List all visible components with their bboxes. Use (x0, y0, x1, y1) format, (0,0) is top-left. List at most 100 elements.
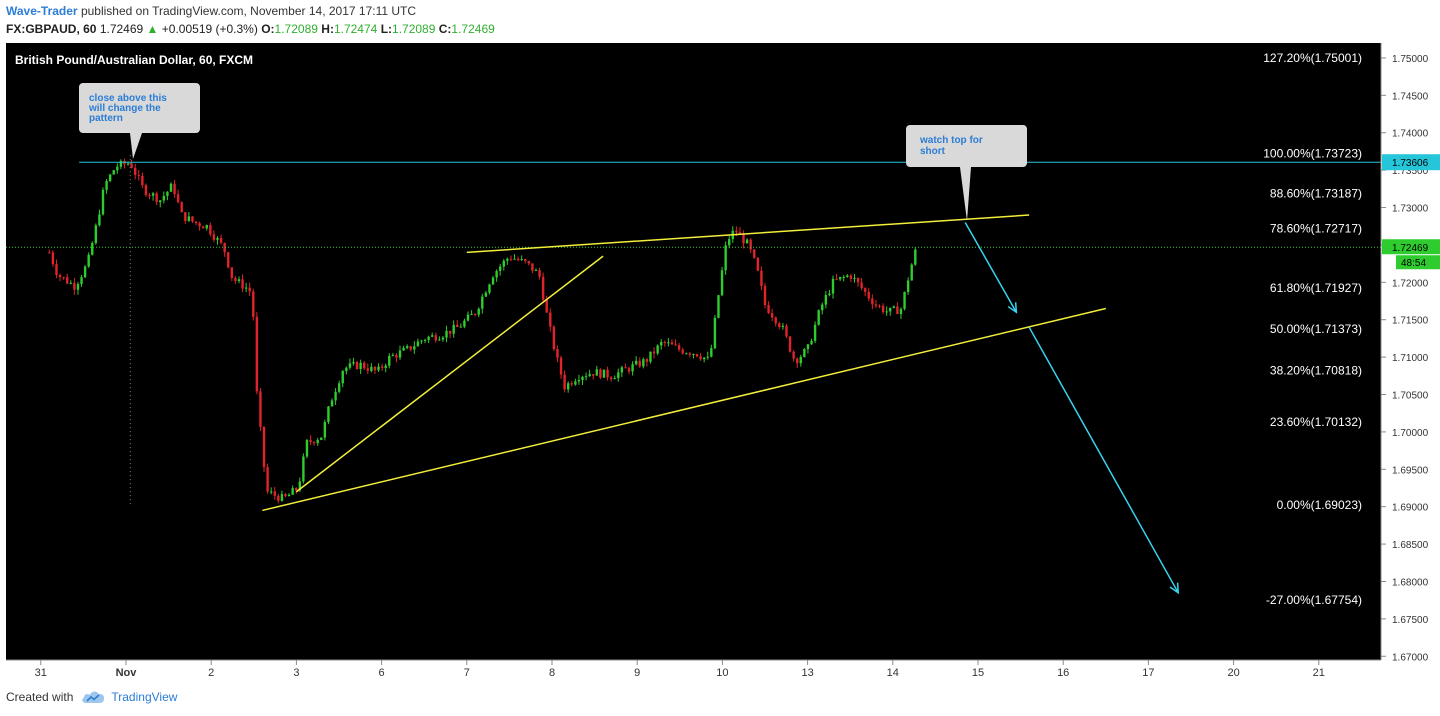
candle-body (688, 353, 692, 355)
candle-body (341, 371, 344, 384)
candle-body (180, 202, 183, 213)
candle-body (302, 456, 305, 482)
candle-body (763, 285, 767, 306)
candle-body (527, 261, 531, 264)
candle-body (592, 374, 595, 376)
candle-body (595, 369, 599, 376)
author-link[interactable]: Wave-Trader (6, 4, 78, 18)
price-tick-label: 1.71500 (1392, 316, 1429, 327)
candle-body (488, 284, 491, 293)
plot-area[interactable] (6, 43, 1381, 660)
up-triangle-icon: ▲ (146, 22, 159, 36)
candle-body (173, 183, 176, 195)
candle-body (456, 324, 459, 328)
low-value: 1.72089 (392, 22, 436, 36)
candle-body (735, 230, 738, 233)
candle-body (828, 293, 831, 295)
candle-body (295, 488, 298, 491)
callout-bubble-short (906, 125, 1027, 221)
candle-body (699, 356, 702, 360)
candle-body (73, 282, 76, 290)
candle-body (685, 353, 688, 355)
candle-body (345, 367, 348, 372)
candle-body (48, 252, 51, 254)
candle-body (531, 263, 534, 271)
time-axis[interactable] (6, 660, 1381, 686)
candle-body (112, 170, 115, 175)
candle-body (370, 366, 373, 371)
candle-body (824, 294, 828, 305)
short-arrow-2-shaft (1028, 326, 1179, 594)
price-tick-label: 1.68500 (1392, 540, 1429, 551)
candle-body (885, 311, 888, 313)
close-value: 1.72469 (451, 22, 495, 36)
candle-body (656, 345, 659, 354)
candle-body (309, 439, 312, 442)
candle-body (692, 354, 695, 356)
callout-short-text: short (920, 146, 946, 157)
candle-body (642, 359, 645, 367)
candle-body (477, 308, 480, 315)
candle-body (588, 374, 591, 377)
candle-body (677, 345, 681, 350)
candle-body (846, 275, 849, 277)
candle-body (702, 357, 706, 360)
fib-label: 38.20%(1.70818) (1270, 364, 1362, 378)
candle-body (878, 305, 881, 307)
candle-body (581, 376, 584, 380)
candle-body (452, 324, 455, 334)
tradingview-link[interactable]: TradingView (111, 690, 178, 704)
candle-body (538, 269, 541, 277)
price-tick-label: 1.69000 (1392, 503, 1429, 514)
candle-body (627, 368, 631, 372)
time-tick-label: Nov (116, 667, 138, 679)
candle-body (445, 330, 448, 338)
candle-body (434, 335, 437, 341)
candle-body (799, 356, 802, 364)
price-tick-label: 1.67500 (1392, 615, 1429, 626)
created-with-label: Created with (6, 690, 74, 704)
candle-body (423, 339, 427, 341)
candle-body (241, 279, 244, 289)
candle-body (212, 234, 216, 240)
candle-body (323, 422, 327, 438)
price-tick-label: 1.74500 (1392, 91, 1429, 102)
candle-body (194, 221, 198, 224)
open-label: O: (261, 22, 275, 36)
symbol-label: FX:GBPAUD, 60 (6, 22, 97, 36)
candle-body (348, 363, 352, 368)
candle-body (248, 287, 251, 292)
candle-body (899, 308, 903, 314)
candle-body (58, 275, 62, 278)
high-value: 1.72474 (333, 22, 378, 36)
fib-label: 127.20%(1.75001) (1263, 51, 1362, 65)
time-tick-label: 16 (1057, 667, 1069, 679)
callout-short-text: watch top for (919, 135, 983, 146)
price-chart[interactable]: 127.20%(1.75001) 100.00%(1.73723) 88.60%(1… (6, 43, 1440, 686)
short-arrow-2-head (1169, 582, 1180, 595)
candle-body (681, 349, 684, 354)
candle-body (545, 299, 548, 313)
candle-body (98, 214, 101, 226)
candle-body (459, 326, 463, 328)
candle-body (649, 351, 652, 362)
price-axis[interactable] (1381, 43, 1440, 660)
candle-body (541, 276, 545, 300)
candle-body (821, 304, 824, 311)
candle-body (148, 195, 151, 197)
candle-body (391, 354, 395, 356)
candle-body (388, 355, 391, 366)
candle-body (903, 291, 906, 309)
candle-body (710, 348, 713, 357)
candle-body (767, 305, 770, 314)
publish-header: Wave-Trader published on TradingView.com… (6, 4, 416, 18)
candle-body (695, 354, 699, 357)
candle-body (377, 366, 380, 371)
candle-body (334, 391, 337, 401)
candle-body (69, 282, 72, 284)
candle-body (116, 166, 119, 171)
short-arrow-1-shaft (964, 222, 1017, 313)
candle-body (749, 239, 752, 250)
candle-body (570, 383, 573, 385)
